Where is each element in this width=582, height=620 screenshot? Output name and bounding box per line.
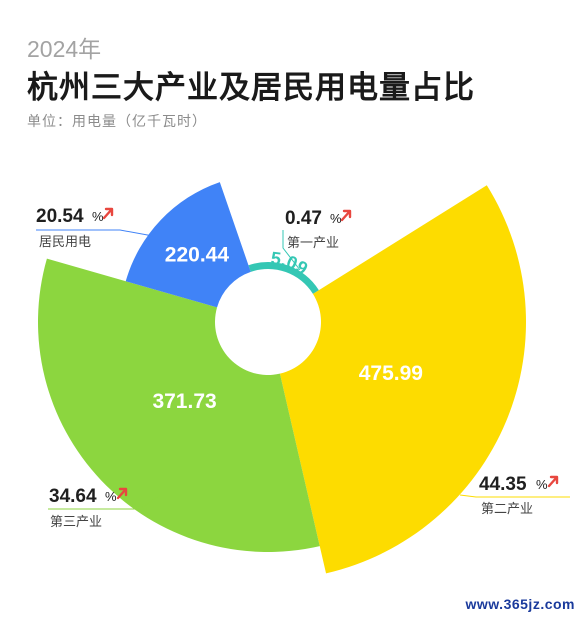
value-first: 5.09 — [270, 248, 312, 279]
chart-title: 杭州三大产业及居民用电量占比 — [27, 70, 475, 105]
value-resident: 220.44 — [165, 244, 230, 267]
name-first: 第一产业 — [287, 235, 339, 250]
name-resident: 居民用电 — [39, 234, 91, 249]
slices-group — [38, 182, 526, 574]
up-arrow-icon — [547, 475, 559, 488]
percent-sign-second: % — [536, 477, 548, 492]
percent-resident: 20.54 — [36, 206, 84, 227]
up-arrow-icon — [116, 487, 128, 500]
slice-first — [248, 262, 319, 294]
leader-resident — [36, 229, 154, 237]
chart-year: 2024年 — [27, 36, 102, 62]
chart-unit: 单位：用电量（亿千瓦时） — [27, 113, 207, 129]
percent-sign-resident: % — [92, 209, 104, 224]
leader-second — [459, 494, 570, 498]
up-arrow-icon — [340, 209, 352, 222]
watermark: www.365jz.com — [465, 596, 575, 612]
slice-second — [279, 185, 526, 574]
percent-first: 0.47 — [285, 208, 322, 229]
name-second: 第二产业 — [481, 501, 533, 516]
percent-sign-third: % — [105, 489, 117, 504]
percent-second: 44.35 — [479, 474, 527, 495]
leader-third — [48, 494, 161, 510]
label-second: 44.35 % 第二产业 — [479, 474, 559, 516]
slice-third — [38, 258, 320, 552]
label-resident: 20.54 % 居民用电 — [36, 206, 114, 249]
leader-first — [282, 230, 301, 271]
label-third: 34.64 % 第三产业 — [49, 486, 128, 529]
slice-resident — [125, 182, 251, 308]
up-arrow-icon — [102, 207, 114, 220]
label-first: 0.47 % 第一产业 — [285, 208, 352, 250]
percent-sign-first: % — [330, 211, 342, 226]
value-second: 475.99 — [359, 362, 423, 385]
percent-third: 34.64 — [49, 486, 97, 507]
leader-lines — [36, 229, 570, 510]
name-third: 第三产业 — [50, 514, 102, 529]
value-third: 371.73 — [152, 390, 216, 413]
